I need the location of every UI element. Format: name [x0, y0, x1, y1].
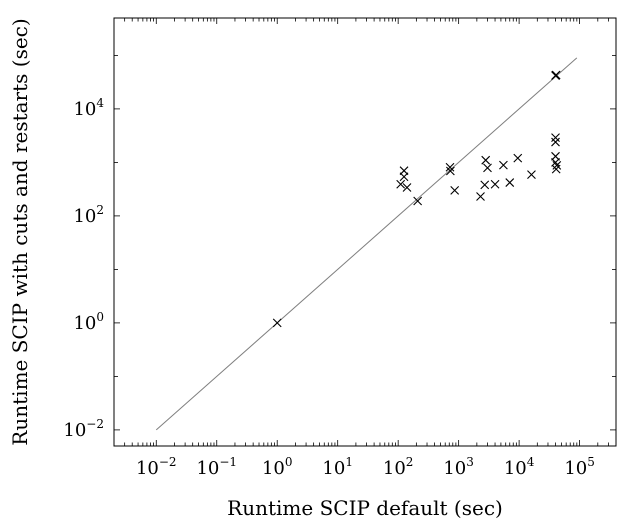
diagonal-line [155, 57, 578, 431]
data-points [272, 70, 562, 328]
x-tick-label: 10−2 [136, 455, 177, 479]
data-point [490, 179, 500, 189]
data-point [402, 183, 412, 192]
x-tick-label: 100 [262, 455, 293, 479]
y-tick-labels: 10−2 100 102 104 [63, 96, 104, 441]
x-tick-label: 101 [322, 455, 353, 479]
tick-marks [113, 18, 617, 446]
data-point [527, 170, 536, 180]
data-point [551, 164, 561, 174]
y-tick-label: 10−2 [63, 417, 104, 441]
x-tick-label: 103 [443, 455, 474, 479]
data-point [399, 172, 409, 182]
data-point [483, 163, 492, 173]
data-point [450, 185, 460, 195]
data-point [272, 318, 282, 328]
x-tick-label: 102 [383, 455, 414, 479]
data-point [551, 133, 560, 143]
x-axis-label: Runtime SCIP default (sec) [227, 496, 503, 520]
data-point [445, 166, 455, 176]
data-point [445, 162, 455, 172]
diagonal-line-layer [155, 57, 578, 431]
y-tick-label: 104 [73, 96, 104, 120]
y-tick-label: 100 [73, 310, 104, 334]
y-tick-label: 102 [73, 203, 104, 227]
data-point [505, 178, 515, 187]
data-point [413, 196, 423, 206]
y-axis-label: Runtime SCIP with cuts and restarts (sec… [8, 18, 32, 445]
data-point [396, 179, 406, 189]
data-point [552, 160, 562, 170]
x-tick-labels: 10−2 10−1 100 101 102 103 104 105 [136, 455, 595, 479]
data-point [551, 70, 561, 80]
x-tick-label: 104 [504, 455, 535, 479]
data-point [481, 155, 491, 165]
x-tick-label: 10−1 [196, 455, 237, 479]
data-point [551, 137, 560, 147]
data-point [513, 153, 523, 163]
plot-frame [113, 17, 617, 447]
x-tick-label: 105 [564, 455, 595, 479]
data-point [476, 192, 485, 201]
data-point [499, 160, 508, 170]
data-point [480, 180, 490, 190]
